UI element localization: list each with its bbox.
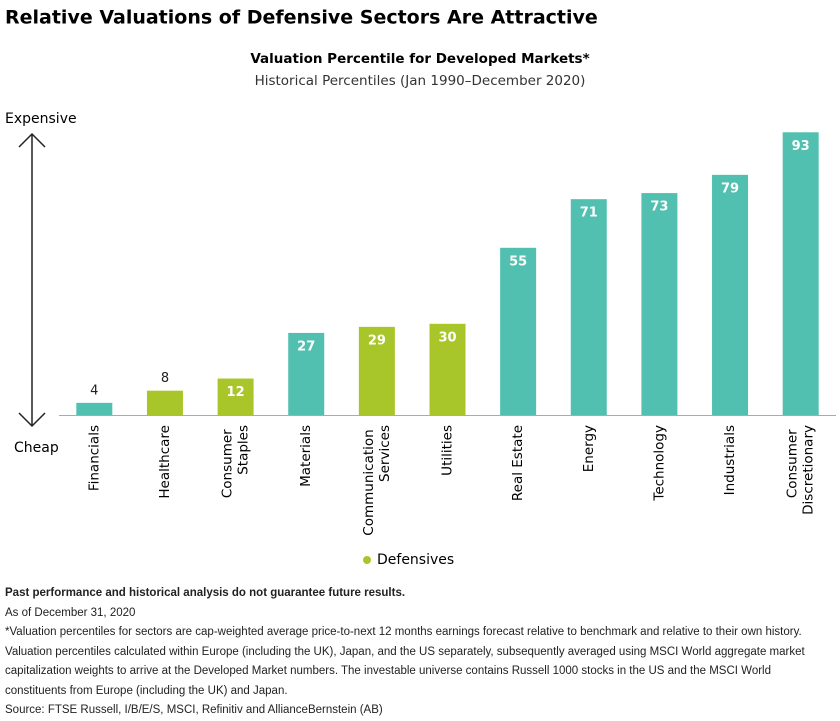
- bar: [76, 402, 113, 415]
- legend-label: Defensives: [377, 552, 454, 568]
- axis-label: Cheap: [14, 440, 59, 456]
- data-label: 4: [90, 383, 98, 398]
- data-label: 8: [161, 371, 169, 386]
- axis-label: Expensive: [5, 111, 77, 127]
- x-tick-label: Technology: [651, 425, 667, 502]
- x-tick-label: Consumer Staples: [220, 425, 252, 498]
- x-tick-label-line: Discretionary: [801, 425, 817, 515]
- chart-subtitle: Valuation Percentile for Developed Marke…: [250, 51, 589, 67]
- x-tick-label-line: Communication: [361, 425, 377, 536]
- x-tick-label: Energy: [581, 425, 597, 472]
- data-label: 73: [650, 200, 668, 215]
- as-of: As of December 31, 2020: [5, 606, 136, 619]
- chart-subtitle: Historical Percentiles (Jan 1990–Decembe…: [255, 73, 586, 89]
- x-tick-label-line: Consumer: [220, 425, 236, 498]
- data-label: 27: [297, 339, 315, 354]
- x-tick-label: Consumer Discretionary: [785, 425, 817, 515]
- chart-title: Relative Valuations of Defensive Sectors…: [5, 7, 598, 29]
- bar: [217, 378, 254, 415]
- bar: [146, 390, 183, 415]
- x-tick-label: Industrials: [722, 425, 738, 495]
- data-label: 12: [227, 385, 245, 400]
- footnote: *Valuation percentiles for sectors are c…: [5, 626, 805, 697]
- axis-arrow: [18, 132, 46, 428]
- x-tick-label: Materials: [298, 425, 314, 487]
- disclaimer: Past performance and historical analysis…: [5, 587, 406, 599]
- x-tick-label-line: Staples: [236, 425, 252, 475]
- bar: [288, 332, 325, 415]
- bar: [429, 323, 466, 415]
- bar: [712, 174, 749, 415]
- data-label: 30: [438, 330, 456, 345]
- data-label: 93: [792, 139, 810, 154]
- bar: [358, 326, 395, 415]
- data-label: 29: [368, 333, 386, 348]
- x-tick-label-line: Consumer: [785, 425, 801, 498]
- legend-swatch: [363, 556, 371, 564]
- x-tick-label: Real Estate: [510, 425, 526, 501]
- x-tick-label-line: Services: [377, 425, 393, 482]
- source: Source: FTSE Russell, I/B/E/S, MSCI, Ref…: [5, 704, 383, 716]
- data-label: 71: [580, 206, 598, 221]
- bar: [641, 193, 678, 415]
- bar: [570, 199, 607, 415]
- chart: Relative Valuations of Defensive Sectors…: [5, 7, 836, 568]
- data-label: 79: [721, 181, 739, 196]
- x-tick-label: Financials: [86, 425, 102, 491]
- x-tick-label: Healthcare: [157, 425, 173, 499]
- x-tick-label: Utilities: [440, 425, 456, 476]
- bar: [500, 247, 537, 415]
- x-tick-label: Communication Services: [361, 425, 393, 536]
- data-label: 55: [509, 254, 527, 269]
- notes: Past performance and historical analysis…: [5, 584, 835, 721]
- bar: [782, 132, 819, 415]
